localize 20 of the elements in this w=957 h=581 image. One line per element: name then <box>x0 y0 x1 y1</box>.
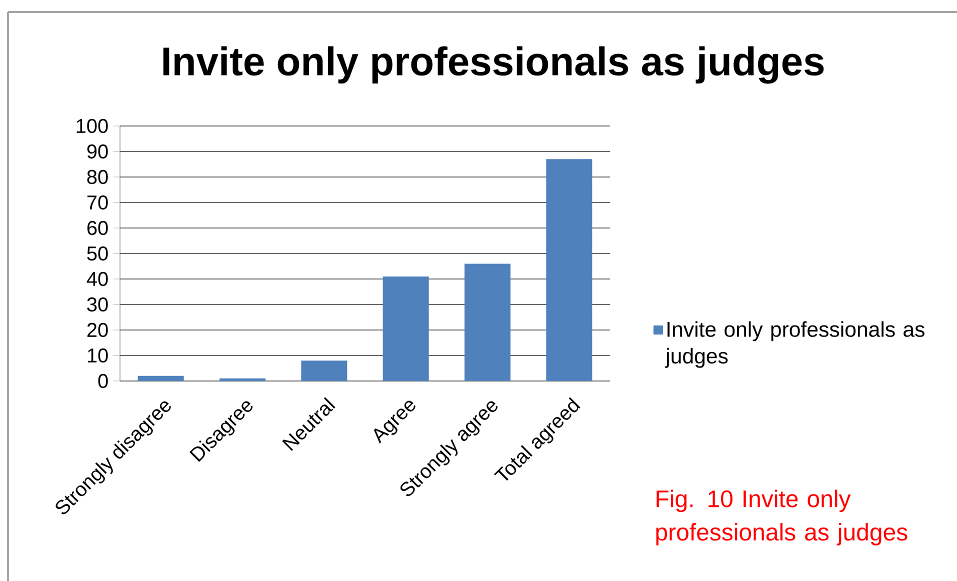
bar <box>382 276 429 381</box>
y-tick-label: 80 <box>87 170 108 184</box>
y-tick-label: 100 <box>76 118 108 134</box>
y-tick-label: 70 <box>87 195 108 210</box>
y-tick-label: 10 <box>88 348 108 363</box>
y-tick-label: 0 <box>98 374 108 388</box>
caption: Fig. 10 Invite only professionals as judges <box>656 490 908 546</box>
y-tick-label: 40 <box>86 272 108 286</box>
legend-label: Invite only professionals as judges <box>665 321 924 368</box>
bar <box>546 159 592 381</box>
bar <box>220 378 266 381</box>
bar <box>138 376 184 381</box>
y-tick-label: 60 <box>87 220 108 236</box>
bar <box>301 360 348 381</box>
y-tick-label: 30 <box>87 297 108 312</box>
chart-title: Invite only professionals as judges <box>163 46 824 84</box>
y-tick-label: 50 <box>87 246 108 261</box>
y-tick-label: 20 <box>87 322 108 338</box>
bar <box>464 264 510 381</box>
y-tick-label: 90 <box>87 144 108 159</box>
